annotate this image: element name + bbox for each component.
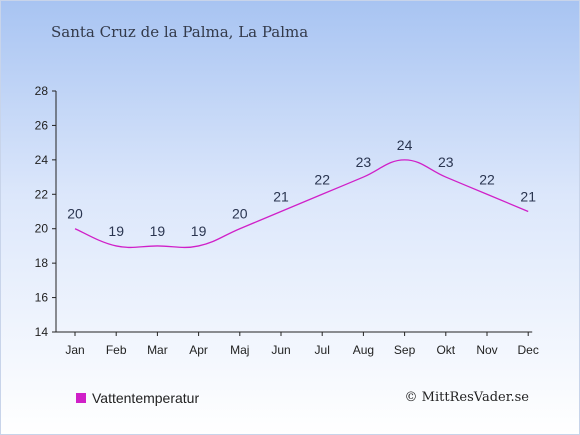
x-tick-label: Dec [518, 343, 539, 357]
x-tick-label: Aug [353, 343, 374, 357]
data-label: 22 [314, 171, 330, 187]
data-label: 20 [232, 206, 248, 222]
credit-text: © MittResVader.se [404, 390, 529, 405]
series-line [74, 159, 529, 249]
legend-label: Vattentemperatur [92, 390, 200, 406]
data-label: 23 [438, 154, 454, 170]
y-tick-label: 28 [35, 84, 49, 98]
chart-title: Santa Cruz de la Palma, La Palma [51, 23, 309, 41]
x-tick-label: Mar [147, 343, 168, 357]
y-tick-label: 24 [35, 153, 49, 167]
x-tick-label: Jun [271, 343, 290, 357]
y-tick-label: 16 [35, 291, 49, 305]
x-tick-label: Nov [476, 343, 497, 357]
data-label: 22 [479, 171, 495, 187]
x-tick-label: Sep [394, 343, 416, 357]
x-tick-label: Maj [230, 343, 249, 357]
data-label: 21 [273, 189, 289, 205]
data-label: 20 [67, 206, 83, 222]
legend: Vattentemperatur [76, 390, 199, 406]
data-label: 19 [108, 223, 124, 239]
x-tick-label: Feb [106, 343, 127, 357]
legend-swatch [76, 393, 86, 403]
data-label: 19 [191, 223, 207, 239]
y-tick-label: 20 [35, 222, 49, 236]
y-tick-label: 26 [35, 118, 49, 132]
data-label: 23 [356, 154, 372, 170]
y-tick-label: 18 [35, 256, 49, 270]
x-tick-label: Jan [65, 343, 84, 357]
x-tick-label: Jul [315, 343, 330, 357]
y-tick-label: 22 [35, 187, 49, 201]
x-tick-label: Okt [436, 343, 455, 357]
x-tick-label: Apr [189, 343, 208, 357]
data-label: 19 [150, 223, 166, 239]
data-label: 24 [397, 137, 413, 153]
data-label: 21 [520, 189, 536, 205]
y-tick-label: 14 [35, 325, 49, 339]
